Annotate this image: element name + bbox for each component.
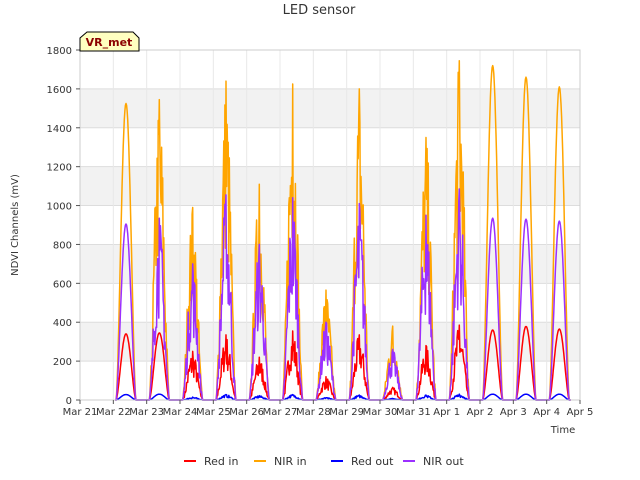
x-tick-label: Mar 24: [163, 407, 198, 418]
legend: Red in NIR in Red out NIR out: [184, 455, 464, 468]
y-tick-label: 0: [66, 396, 72, 407]
x-tick-label: Apr 5: [567, 407, 594, 418]
x-tick-label: Apr 3: [500, 407, 527, 418]
y-axis-label: NDVI Channels (mV): [10, 174, 21, 276]
x-tick-label: Mar 21: [63, 407, 98, 418]
legend-item-nir-in: NIR in: [254, 455, 307, 468]
x-tick-label: Mar 29: [329, 407, 364, 418]
legend-item-red-out: Red out: [331, 455, 394, 468]
legend-label: Red in: [204, 455, 238, 468]
tag-badge: VR_met: [79, 31, 140, 52]
y-tick-label: 1200: [47, 163, 72, 174]
x-tick-label: Mar 31: [396, 407, 431, 418]
tag-badge-box: [79, 31, 140, 52]
x-tick-label: Mar 27: [263, 407, 298, 418]
legend-label: Red out: [351, 455, 394, 468]
x-tick-label: Apr 1: [433, 407, 460, 418]
x-tick-label: Mar 23: [129, 407, 164, 418]
y-tick-label: 1800: [47, 46, 72, 57]
legend-item-red-in: Red in: [184, 455, 238, 468]
legend-label: NIR in: [274, 455, 307, 468]
x-tick-label: Mar 22: [96, 407, 131, 418]
y-tick-label: 800: [53, 240, 72, 251]
y-tick-label: 1600: [47, 85, 72, 96]
x-axis-label: Time: [550, 425, 575, 436]
y-tick-label: 1400: [47, 124, 72, 135]
chart-title: LED sensor: [283, 3, 356, 18]
grid-band: [80, 88, 580, 128]
x-tick-label: Mar 28: [296, 407, 331, 418]
y-tick-label: 200: [53, 357, 72, 368]
x-tick-label: Mar 30: [363, 407, 398, 418]
tag-badge-label: VR_met: [86, 36, 133, 49]
legend-label: NIR out: [423, 455, 464, 468]
x-tick-label: Apr 2: [467, 407, 494, 418]
grid-band: [80, 166, 580, 206]
y-tick-label: 400: [53, 318, 72, 329]
x-tick-label: Mar 25: [196, 407, 231, 418]
x-tick-label: Apr 4: [533, 407, 560, 418]
plot-frame: [79, 49, 581, 401]
y-tick-label: 600: [53, 279, 72, 290]
x-tick-label: Mar 26: [229, 407, 264, 418]
legend-item-nir-out: NIR out: [403, 455, 464, 468]
y-tick-label: 1000: [47, 202, 72, 213]
